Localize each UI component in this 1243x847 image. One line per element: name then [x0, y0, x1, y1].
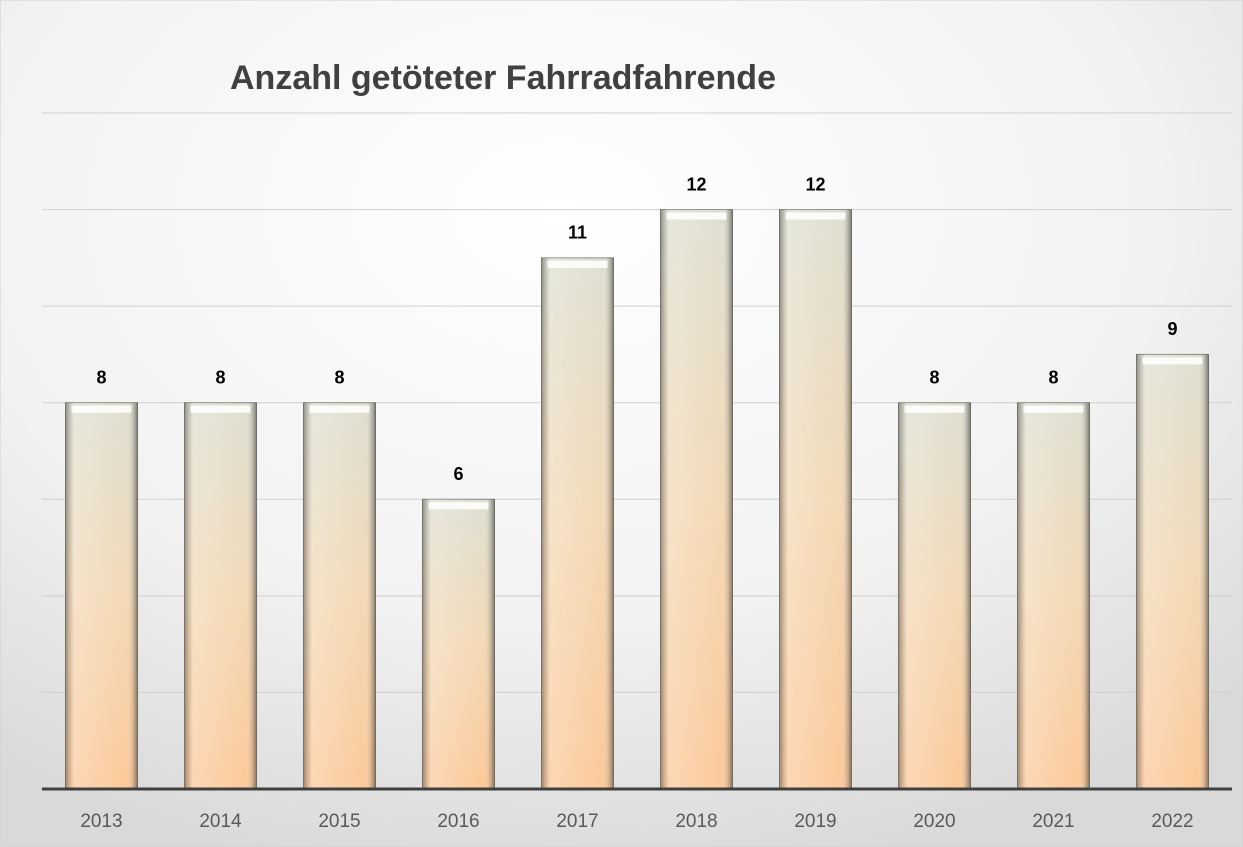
- data-label: 12: [805, 174, 825, 194]
- bar: [184, 402, 257, 790]
- bar-cap: [71, 405, 132, 413]
- x-tick-label: 2019: [794, 811, 836, 832]
- bar-cap: [1023, 405, 1084, 413]
- bar: [65, 402, 138, 790]
- bar: [779, 209, 852, 790]
- data-label: 8: [215, 367, 225, 387]
- bar: [1136, 353, 1209, 790]
- bar: [422, 498, 495, 790]
- data-label: 6: [453, 464, 463, 484]
- data-label: 8: [96, 367, 106, 387]
- data-label: 8: [334, 367, 344, 387]
- bar-cap: [547, 260, 608, 268]
- data-label: 12: [686, 174, 706, 194]
- data-label: 9: [1167, 319, 1177, 339]
- x-tick-label: 2014: [199, 811, 242, 832]
- bar-cap: [666, 212, 727, 220]
- data-label: 8: [929, 367, 939, 387]
- data-label: 11: [568, 223, 587, 243]
- chart-title: Anzahl getöteter Fahrradfahrende: [230, 59, 776, 97]
- x-tick-label: 2015: [318, 811, 360, 832]
- bar-cap: [190, 405, 251, 413]
- bar: [303, 402, 376, 790]
- x-tick-label: 2017: [556, 811, 598, 832]
- bar-cap: [428, 502, 489, 510]
- bar: [898, 402, 971, 790]
- bar: [660, 209, 733, 790]
- bar: [1017, 402, 1090, 790]
- x-tick-label: 2016: [437, 811, 479, 832]
- data-label: 8: [1048, 367, 1058, 387]
- bar-cap: [309, 405, 370, 413]
- x-tick-label: 2020: [913, 811, 955, 832]
- bar-cap: [904, 405, 965, 413]
- x-tick-label: 2021: [1032, 811, 1074, 832]
- bar-cap: [785, 212, 846, 220]
- x-tick-label: 2018: [675, 811, 717, 832]
- bar-cap: [1142, 357, 1203, 365]
- bar: [541, 257, 614, 790]
- x-tick-label: 2013: [80, 811, 122, 832]
- x-tick-label: 2022: [1151, 811, 1193, 832]
